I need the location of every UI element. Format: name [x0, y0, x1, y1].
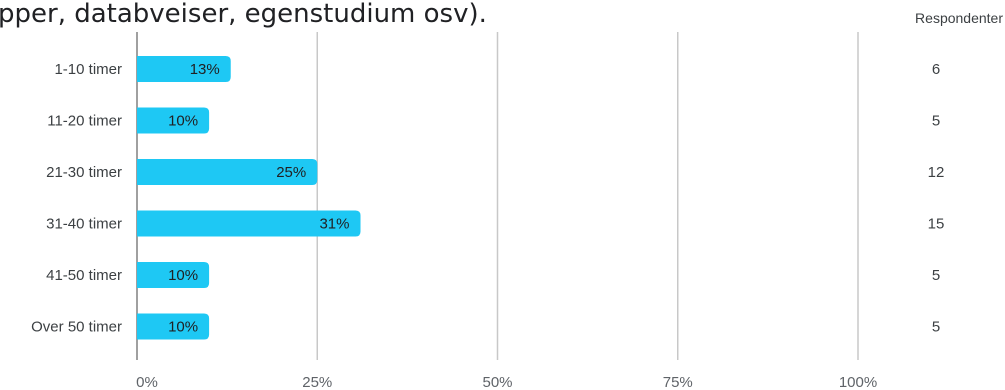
respondent-count: 15 — [928, 216, 945, 233]
category-label: 11-20 timer — [47, 113, 122, 130]
respondents-header: Respondenter — [915, 10, 1003, 26]
bar-value-label: 25% — [276, 164, 306, 181]
respondent-count: 5 — [932, 319, 940, 336]
respondent-count: 5 — [932, 267, 940, 284]
gridlines — [136, 32, 859, 360]
bar — [137, 210, 361, 237]
x-tick-label: 50% — [482, 374, 512, 390]
bar — [137, 159, 318, 185]
category-label: 21-30 timer — [46, 164, 122, 181]
category-label: 31-40 timer — [46, 216, 122, 233]
x-tick-label: 75% — [663, 374, 693, 390]
x-tick-label: 100% — [839, 374, 877, 390]
bar-value-label: 10% — [168, 267, 198, 284]
respondent-count: 5 — [932, 113, 940, 130]
category-label: 1-10 timer — [54, 61, 122, 78]
bars: 13% 10% 25% 31% 10% 10% — [137, 56, 361, 340]
bar — [137, 56, 231, 82]
category-label: 41-50 timer — [46, 267, 122, 284]
question-text: pper, databveiser, egenstudium osv). — [0, 0, 487, 29]
bar — [137, 107, 210, 134]
axis: 0% 25% 50% 75% 100% 1-10 timer 6 11-20 timer 5 21… — [31, 61, 944, 390]
bar-value-label: 10% — [168, 113, 198, 130]
bar-value-label: 31% — [319, 216, 349, 233]
bar — [137, 313, 210, 340]
respondent-count: 12 — [928, 164, 945, 181]
bar — [137, 262, 210, 288]
bar-value-label: 13% — [190, 61, 220, 78]
category-label: Over 50 timer — [31, 319, 122, 336]
x-tick-label: 0% — [136, 374, 158, 390]
x-tick-label: 25% — [302, 374, 332, 390]
bar-value-label: 10% — [168, 319, 198, 336]
respondent-count: 6 — [932, 61, 940, 78]
